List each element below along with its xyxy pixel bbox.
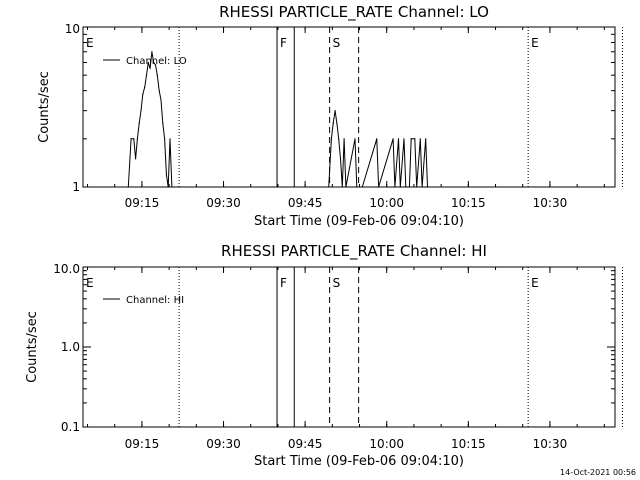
- x-tick-label: 09:15: [125, 196, 160, 210]
- data-point: [160, 99, 162, 101]
- data-point: [151, 51, 153, 53]
- x-axis-label: Start Time (09-Feb-06 09:04:10): [254, 454, 464, 469]
- data-point: [403, 138, 405, 140]
- data-point: [341, 186, 343, 188]
- data-point: [171, 186, 173, 188]
- footer-timestamp: 14-Oct-2021 00:56: [560, 468, 636, 477]
- x-tick-label: 09:45: [288, 437, 323, 451]
- data-point: [130, 138, 132, 140]
- y-axis-label: Counts/sec: [37, 71, 52, 143]
- data-point: [392, 138, 394, 140]
- data-point: [414, 138, 416, 140]
- event-marker-e: E: [531, 276, 539, 290]
- data-point: [336, 122, 338, 124]
- data-point: [169, 138, 171, 140]
- x-tick-label: 10:15: [451, 437, 486, 451]
- data-point: [330, 138, 333, 140]
- y-tick-label: 1.0: [61, 340, 80, 354]
- x-tick-label: 09:30: [206, 196, 241, 210]
- hi-channel-panel: RHESSI PARTICLE_RATE Channel: HI 09:15 09:…: [25, 242, 623, 469]
- x-tick-label: 09:15: [125, 437, 160, 451]
- x-tick-label: 10:00: [369, 196, 404, 210]
- data-point: [156, 74, 158, 76]
- x-tick-label: 10:15: [451, 196, 486, 210]
- data-point: [127, 186, 129, 188]
- data-point: [361, 186, 363, 188]
- data-point: [133, 138, 135, 140]
- data-point: [419, 138, 421, 140]
- data-point: [167, 186, 169, 188]
- event-marker-e: E: [86, 276, 94, 290]
- data-point: [153, 61, 155, 64]
- data-point: [399, 186, 401, 188]
- data-point: [339, 158, 342, 160]
- data-point: [408, 186, 410, 188]
- data-point: [410, 138, 412, 140]
- data-point: [164, 138, 166, 140]
- x-tick-label: 10:30: [533, 437, 568, 451]
- data-point: [142, 93, 144, 95]
- data-point: [354, 138, 356, 140]
- data-point: [165, 173, 168, 175]
- data-point: [376, 138, 378, 140]
- event-marker-f: F: [280, 36, 287, 50]
- data-point: [136, 138, 138, 140]
- x-tick-label: 09:45: [288, 196, 323, 210]
- event-marker-f: F: [280, 276, 287, 290]
- y-axis-label: Counts/sec: [25, 311, 40, 383]
- data-point: [154, 64, 157, 66]
- data-point: [421, 186, 423, 188]
- data-point: [394, 186, 396, 188]
- data-point: [144, 86, 146, 88]
- event-marker-e: E: [86, 36, 94, 50]
- data-point: [145, 74, 148, 76]
- data-point: [138, 122, 140, 124]
- data-point: [343, 138, 345, 140]
- lo-channel-panel: RHESSI PARTICLE_RATE Channel: LO 09:15 09:…: [37, 3, 623, 229]
- data-point: [397, 138, 400, 140]
- legend-label: Channel: LO: [126, 56, 187, 67]
- data-point: [356, 186, 358, 188]
- legend-label: Channel: HI: [126, 295, 184, 306]
- plot-frame: [82, 266, 616, 428]
- event-marker-s: S: [333, 36, 341, 50]
- data-point: [134, 158, 137, 160]
- data-point: [425, 138, 427, 140]
- y-tick-label: 10.0: [53, 262, 80, 276]
- data-point: [416, 186, 418, 188]
- data-point: [332, 122, 334, 124]
- data-point: [162, 122, 164, 124]
- data-point: [345, 186, 347, 188]
- event-marker-s: S: [333, 276, 341, 290]
- data-point: [147, 61, 149, 64]
- data-point: [149, 67, 151, 70]
- data-point: [426, 186, 429, 188]
- data-point: [377, 186, 380, 188]
- chart-title: RHESSI PARTICLE_RATE Channel: LO: [219, 3, 489, 22]
- event-marker-e: E: [531, 36, 539, 50]
- data-point: [405, 186, 407, 188]
- x-tick-label: 10:00: [369, 437, 404, 451]
- plot-frame: [82, 26, 616, 188]
- x-axis-label: Start Time (09-Feb-06 09:04:10): [254, 214, 464, 229]
- data-point: [328, 186, 330, 188]
- chart-title: RHESSI PARTICLE_RATE Channel: HI: [221, 242, 487, 261]
- x-tick-label: 09:30: [206, 437, 241, 451]
- data-point: [158, 90, 160, 92]
- x-tick-label: 10:30: [533, 196, 568, 210]
- data-point: [334, 110, 336, 112]
- data-point: [338, 138, 340, 140]
- data-point: [140, 110, 142, 112]
- y-tick-label: 10: [65, 22, 80, 36]
- y-tick-label: 1: [72, 180, 80, 194]
- y-tick-label: 0.1: [61, 420, 80, 434]
- series-line: [127, 51, 428, 188]
